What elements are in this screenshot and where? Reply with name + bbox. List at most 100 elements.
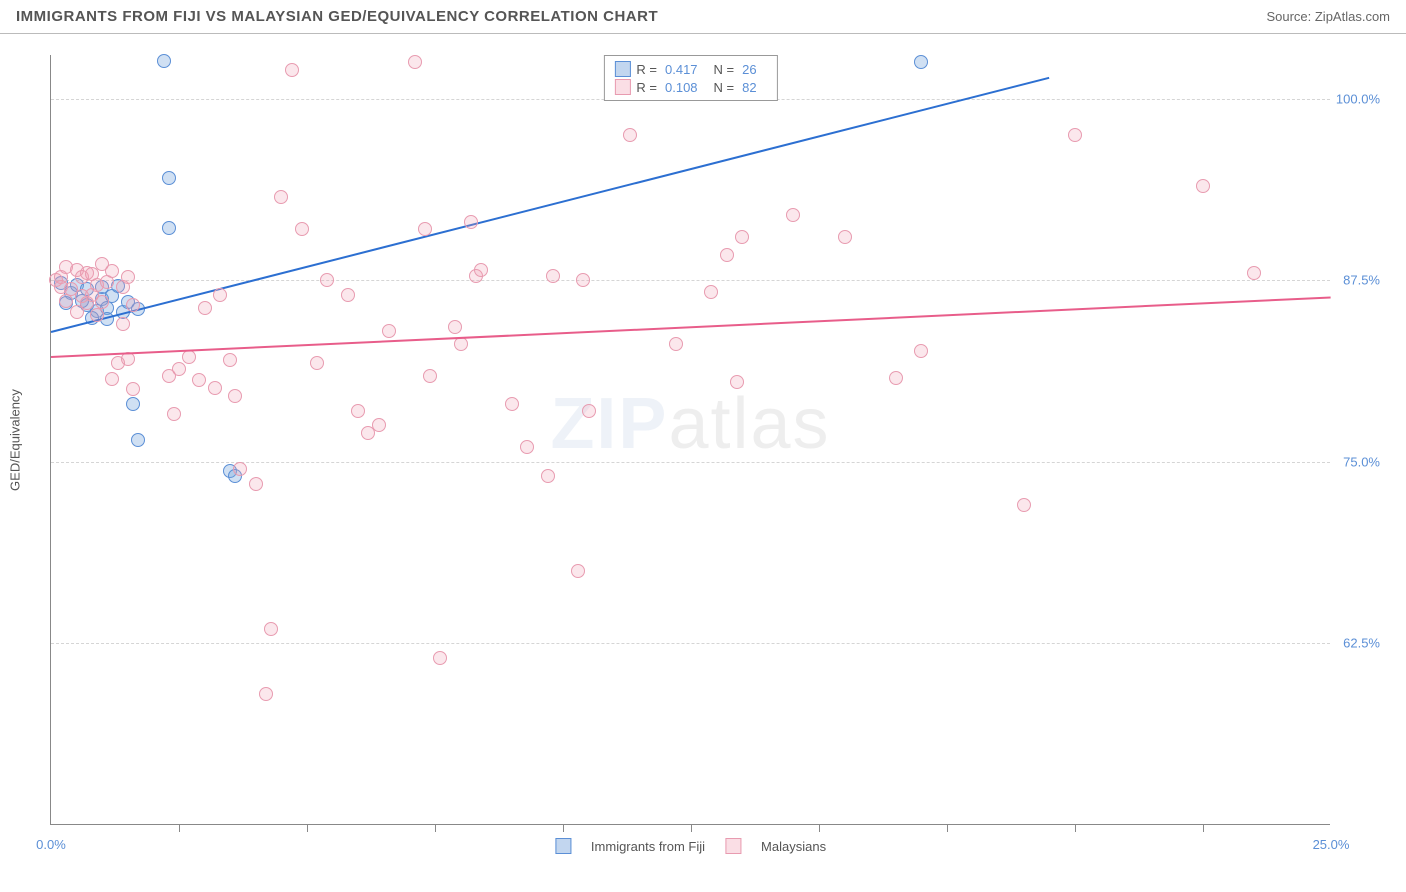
data-point bbox=[126, 382, 140, 396]
legend-swatch bbox=[725, 838, 741, 854]
data-point bbox=[126, 397, 140, 411]
data-point bbox=[172, 362, 186, 376]
data-point bbox=[576, 273, 590, 287]
data-point bbox=[213, 288, 227, 302]
data-point bbox=[95, 295, 109, 309]
y-axis-label: GED/Equivalency bbox=[8, 389, 23, 491]
data-point bbox=[735, 230, 749, 244]
y-tick-label: 87.5% bbox=[1343, 273, 1380, 288]
data-point bbox=[704, 285, 718, 299]
x-tick-label: 0.0% bbox=[36, 837, 66, 852]
legend-label: Immigrants from Fiji bbox=[591, 839, 705, 854]
data-point bbox=[167, 407, 181, 421]
y-tick-label: 75.0% bbox=[1343, 454, 1380, 469]
data-point bbox=[571, 564, 585, 578]
data-point bbox=[408, 55, 422, 69]
legend-swatch bbox=[614, 79, 630, 95]
chart-area: ZIPatlas 62.5%75.0%87.5%100.0%0.0%25.0%R… bbox=[50, 55, 1380, 825]
gridline bbox=[51, 643, 1330, 644]
data-point bbox=[223, 353, 237, 367]
watermark-bold: ZIP bbox=[550, 384, 668, 464]
x-tick bbox=[819, 824, 820, 832]
legend-r-value: 0.417 bbox=[665, 62, 698, 77]
series-legend: Immigrants from Fiji Malaysians bbox=[555, 838, 826, 854]
trend-line bbox=[51, 296, 1331, 358]
legend-n-label: N = bbox=[714, 80, 735, 95]
data-point bbox=[1196, 179, 1210, 193]
data-point bbox=[1247, 266, 1261, 280]
chart-title: IMMIGRANTS FROM FIJI VS MALAYSIAN GED/EQ… bbox=[16, 8, 658, 25]
data-point bbox=[131, 433, 145, 447]
data-point bbox=[310, 356, 324, 370]
data-point bbox=[105, 372, 119, 386]
x-tick bbox=[1203, 824, 1204, 832]
data-point bbox=[90, 308, 104, 322]
data-point bbox=[121, 270, 135, 284]
data-point bbox=[433, 651, 447, 665]
data-point bbox=[546, 269, 560, 283]
data-point bbox=[182, 350, 196, 364]
data-point bbox=[228, 389, 242, 403]
data-point bbox=[233, 462, 247, 476]
legend-r-value: 0.108 bbox=[665, 80, 698, 95]
data-point bbox=[720, 248, 734, 262]
data-point bbox=[274, 190, 288, 204]
x-tick bbox=[1075, 824, 1076, 832]
y-tick-label: 62.5% bbox=[1343, 636, 1380, 651]
data-point bbox=[192, 373, 206, 387]
data-point bbox=[464, 215, 478, 229]
data-point bbox=[448, 320, 462, 334]
data-point bbox=[198, 301, 212, 315]
legend-row: R = 0.108 N = 82 bbox=[614, 78, 766, 96]
x-tick bbox=[691, 824, 692, 832]
data-point bbox=[382, 324, 396, 338]
legend-swatch bbox=[555, 838, 571, 854]
trend-line bbox=[51, 77, 1050, 333]
legend-swatch bbox=[614, 61, 630, 77]
data-point bbox=[249, 477, 263, 491]
data-point bbox=[351, 404, 365, 418]
data-point bbox=[623, 128, 637, 142]
data-point bbox=[162, 221, 176, 235]
data-point bbox=[423, 369, 437, 383]
watermark: ZIPatlas bbox=[550, 383, 830, 465]
data-point bbox=[541, 469, 555, 483]
y-tick-label: 100.0% bbox=[1336, 91, 1380, 106]
x-tick bbox=[563, 824, 564, 832]
data-point bbox=[889, 371, 903, 385]
title-bar: IMMIGRANTS FROM FIJI VS MALAYSIAN GED/EQ… bbox=[0, 0, 1406, 34]
data-point bbox=[505, 397, 519, 411]
data-point bbox=[372, 418, 386, 432]
legend-label: Malaysians bbox=[761, 839, 826, 854]
data-point bbox=[520, 440, 534, 454]
data-point bbox=[582, 404, 596, 418]
data-point bbox=[730, 375, 744, 389]
data-point bbox=[116, 317, 130, 331]
data-point bbox=[295, 222, 309, 236]
legend-r-label: R = bbox=[636, 80, 657, 95]
data-point bbox=[838, 230, 852, 244]
x-tick bbox=[947, 824, 948, 832]
data-point bbox=[669, 337, 683, 351]
data-point bbox=[264, 622, 278, 636]
legend-row: R =0.417N =26 bbox=[614, 60, 766, 78]
data-point bbox=[126, 298, 140, 312]
correlation-legend: R = 0.417 N = 26R = 0.108 N = 82 bbox=[603, 55, 777, 101]
data-point bbox=[157, 54, 171, 68]
legend-n-value: 82 bbox=[742, 80, 756, 95]
data-point bbox=[786, 208, 800, 222]
x-tick-label: 25.0% bbox=[1313, 837, 1350, 852]
data-point bbox=[914, 344, 928, 358]
data-point bbox=[105, 264, 119, 278]
data-point bbox=[914, 55, 928, 69]
data-point bbox=[454, 337, 468, 351]
legend-n-label: N = bbox=[714, 62, 735, 77]
data-point bbox=[259, 687, 273, 701]
data-point bbox=[1017, 498, 1031, 512]
legend-n-value: 26 bbox=[742, 62, 756, 77]
data-point bbox=[162, 171, 176, 185]
data-point bbox=[285, 63, 299, 77]
data-point bbox=[418, 222, 432, 236]
watermark-tail: atlas bbox=[668, 384, 830, 464]
data-point bbox=[1068, 128, 1082, 142]
